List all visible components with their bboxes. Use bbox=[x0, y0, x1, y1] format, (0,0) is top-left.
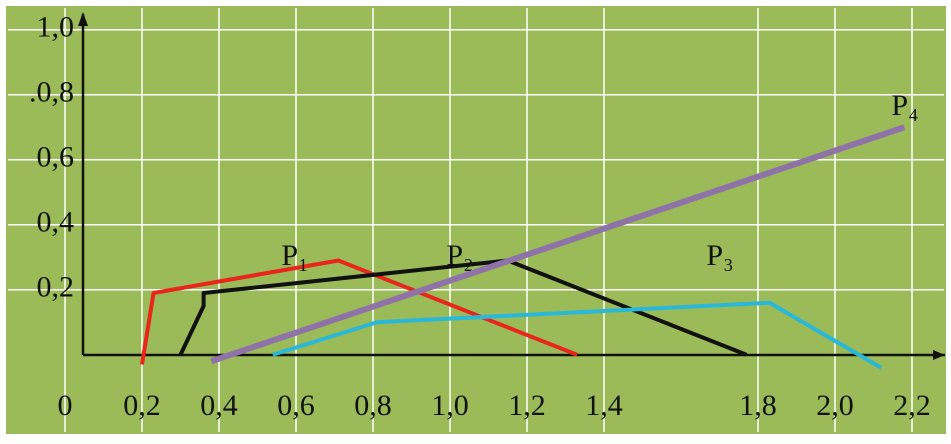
series-line bbox=[210, 124, 906, 365]
series-line bbox=[178, 258, 748, 357]
y-tick-label: 0,2 bbox=[37, 271, 75, 304]
x-tick-label: 0,6 bbox=[277, 389, 315, 422]
x-axis-arrow bbox=[933, 350, 945, 360]
series-label: P₂ bbox=[446, 239, 473, 272]
x-tick-label: 0 bbox=[58, 389, 73, 422]
x-tick-label: 1,4 bbox=[585, 389, 623, 422]
x-tick-label: 2,0 bbox=[816, 389, 854, 422]
series-label: P₃ bbox=[706, 239, 733, 272]
y-tick-label: 1,0 bbox=[37, 11, 75, 44]
x-tick-label: 1,0 bbox=[431, 389, 469, 422]
x-tick-label: 0,2 bbox=[123, 389, 161, 422]
x-tick-label: 2,2 bbox=[893, 389, 931, 422]
x-tick-label: 1,8 bbox=[739, 389, 777, 422]
series-label: P₁ bbox=[281, 239, 308, 272]
series-line bbox=[140, 258, 578, 365]
y-tick-label: 0,4 bbox=[37, 206, 75, 239]
series-label: P₄ bbox=[891, 89, 918, 122]
x-tick-label: 0,4 bbox=[200, 389, 238, 422]
plot-background bbox=[6, 6, 946, 434]
y-tick-label: 0,6 bbox=[37, 141, 75, 174]
y-tick-label: .0,8 bbox=[29, 76, 74, 109]
x-tick-label: 0,8 bbox=[354, 389, 392, 422]
series-line bbox=[272, 300, 883, 370]
y-axis-arrow bbox=[78, 12, 88, 26]
x-tick-label: 1,2 bbox=[508, 389, 546, 422]
